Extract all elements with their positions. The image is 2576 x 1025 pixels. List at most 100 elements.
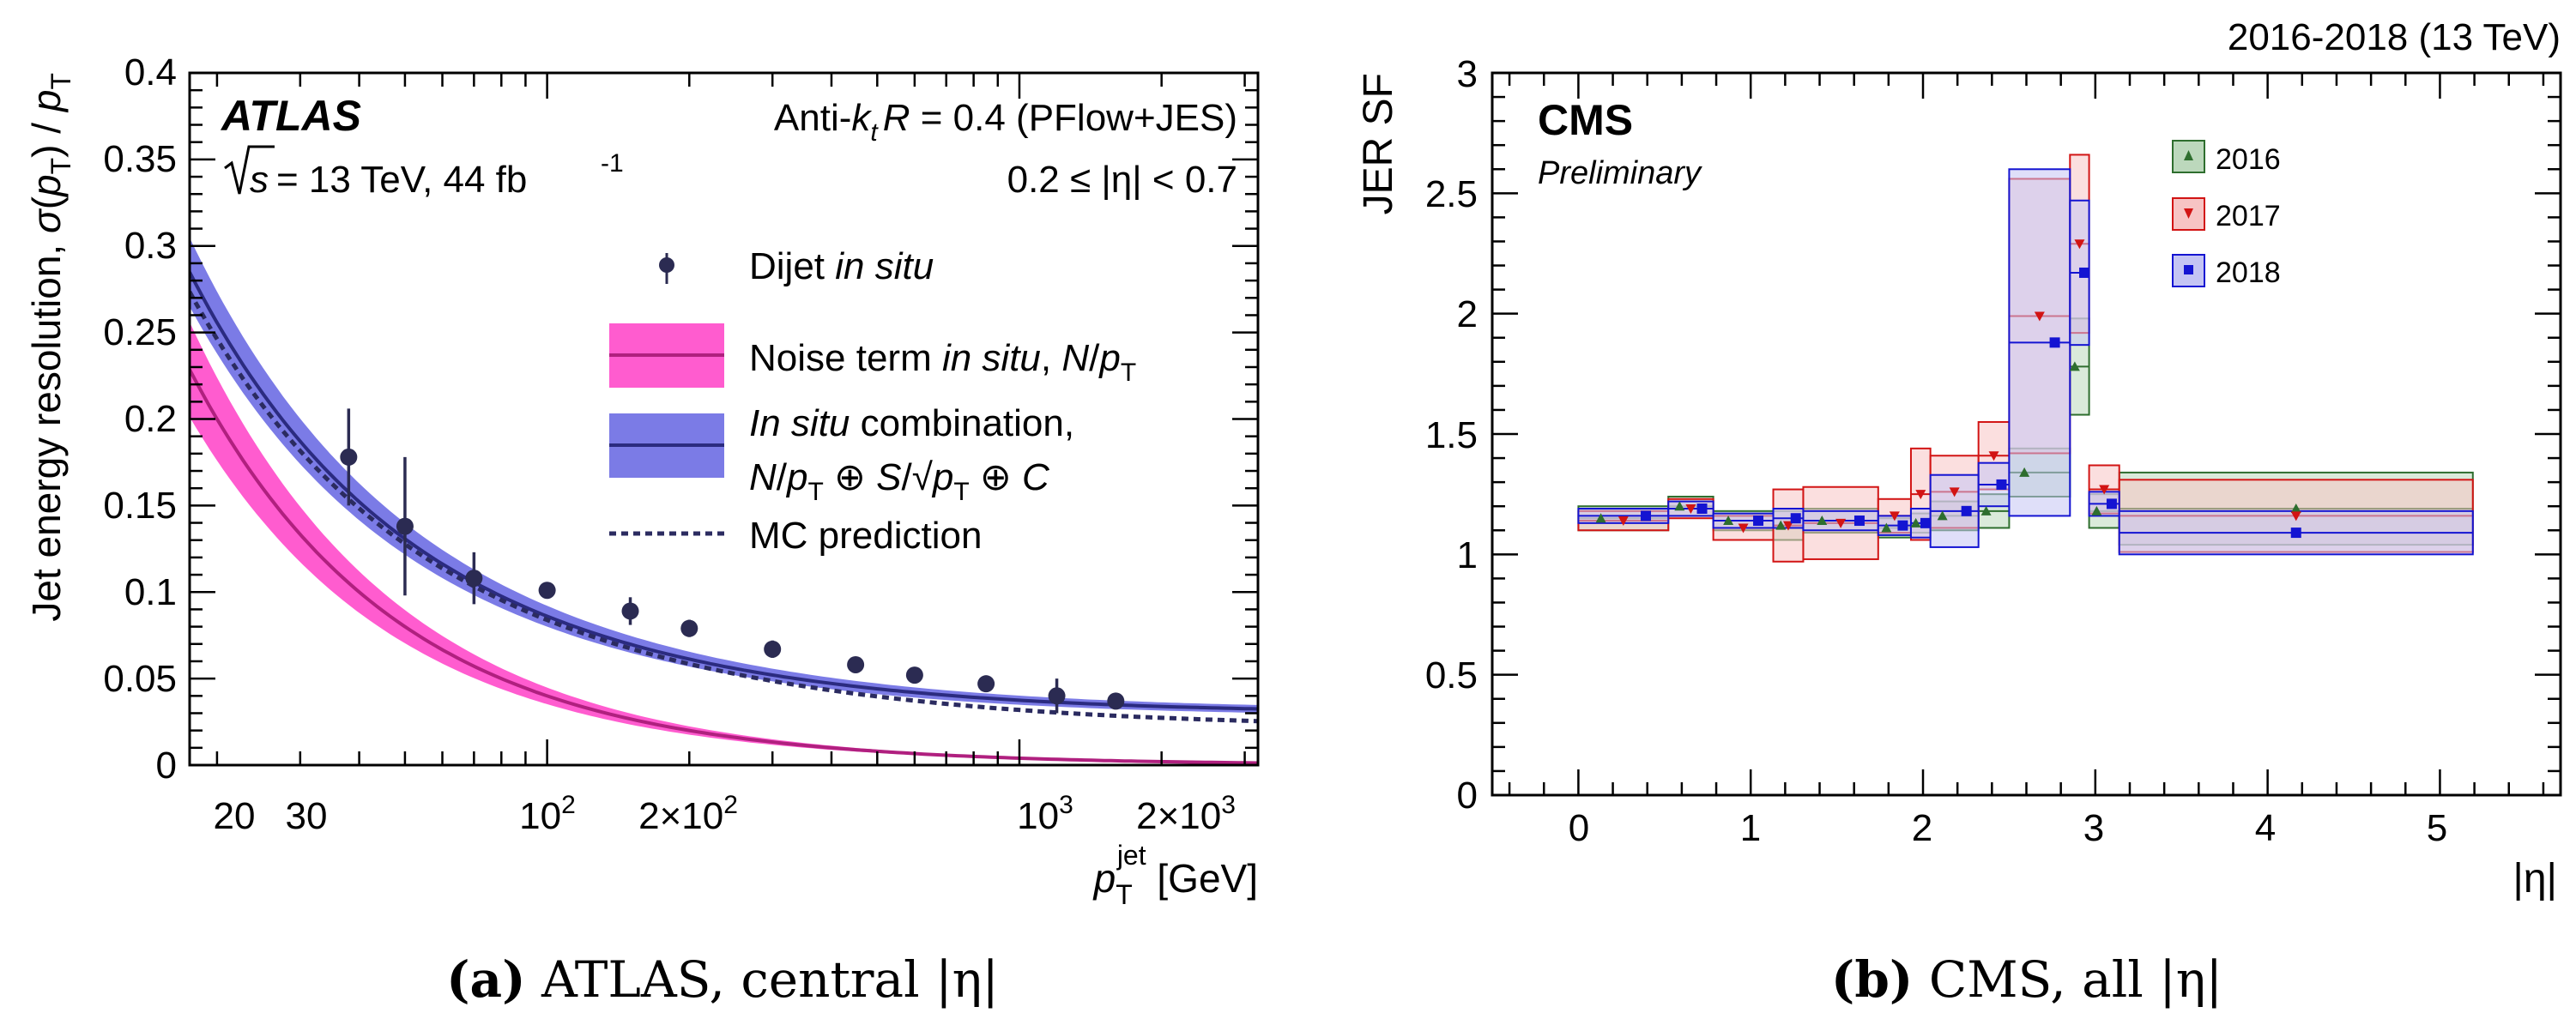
cms-xtick-0: 0 [1569,807,1589,849]
legend-mc-label: MC prediction [749,515,982,557]
cms-legend: 2016 2017 2018 [2172,140,2281,289]
noise-term-band [190,322,1258,763]
atlas-ytick-5: 0.25 [103,311,177,353]
jer-sf-2017-marker [1988,451,1999,461]
atlas-xtick-20: 20 [214,795,256,837]
legend-combination-label: In situ combination, [749,402,1074,444]
atlas-energy-sup: -1 [601,149,624,178]
jer-sf-2018-marker [1753,516,1764,527]
square-icon [2184,265,2193,274]
jer-sf-2016-marker [2290,503,2301,514]
jer-sf-2018-marker [1790,513,1801,524]
jer-sf-2018-marker [2106,498,2117,509]
caption-a: (a) ATLAS, central |η| [446,950,999,1009]
dijet-point [396,517,414,535]
atlas-panel: 0 0.05 0.1 0.15 0.2 0.25 0.3 0.35 0.4 20… [24,51,1260,910]
cms-ytick-5: 2.5 [1425,173,1478,215]
atlas-ytick-4: 0.2 [124,398,177,440]
legend-noise-label: Noise term in situ, N/pT [749,337,1136,387]
jer-sf-2016-marker [1980,505,1992,516]
atlas-x-tick-labels: 20 30 102 2×102 103 2×103 [214,791,1236,837]
legend-dijet-marker [659,253,674,284]
legend-2017-label: 2017 [2216,200,2281,232]
triangle-up-icon [2184,150,2193,160]
dijet-point [1107,692,1125,710]
jer-sf-2017-marker [1915,490,1926,500]
jer-sf-2016-marker [1910,517,1921,528]
jer-sf-2017-marker [1685,504,1696,515]
jer-sf-2017-marker [2034,311,2045,322]
cms-ytick-4: 2 [1457,293,1478,335]
jer-sf-2016-marker [2019,467,2030,477]
jer-sf-2018-marker [1996,479,2007,490]
atlas-eta-range-label: 0.2 ≤ |η| < 0.7 [1007,159,1237,201]
cms-ytick-3: 1.5 [1425,414,1478,456]
atlas-ytick-3: 0.15 [103,485,177,527]
jer-sf-2017-marker [1949,487,1960,497]
jer-sf-2018-marker [1961,505,1972,516]
cms-y-axis-title: JER SF [1356,73,1401,214]
atlas-xtick-1000: 103 [1017,791,1073,837]
svg-text:s: s [250,159,269,201]
triangle-down-icon [2184,208,2193,219]
cms-panel: 0 0.5 1 1.5 2 2.5 3 0 1 2 3 4 5 |η| JER … [1356,16,2562,901]
cms-xtick-5: 5 [2427,807,2447,849]
jer-sf-2018-marker [2079,267,2090,278]
jer-sf-2016-marker [2091,505,2102,516]
jer-sf-2017-marker [1618,516,1629,527]
atlas-y-tick-labels: 0 0.05 0.1 0.15 0.2 0.25 0.3 0.35 0.4 [103,51,177,787]
cms-xtick-2: 2 [1912,807,1932,849]
legend-2016-label: 2016 [2216,143,2281,176]
dijet-point [1048,687,1066,705]
jer-sf-2017-marker [2074,239,2085,250]
captions: (a) ATLAS, central |η| (b) CMS, all |η| [446,950,2222,1009]
dijet-point [847,655,865,673]
cms-ytick-0: 0 [1457,775,1478,817]
atlas-jet-algo-label: Anti-kt R = 0.4 (PFlow+JES) [774,97,1237,147]
jer-sf-2017-marker [1889,511,1900,522]
jer-sf-2016-marker [1775,520,1787,530]
atlas-ytick-0: 0 [156,745,177,787]
jer-sf-2017-marker [2099,485,2110,495]
cms-x-axis-title: |η| [2513,856,2557,901]
jer-sf-2018-marker [1920,517,1931,528]
jer-sf-2018-marker [1641,510,1652,522]
dijet-point [340,448,358,466]
atlas-xtick-30: 30 [286,795,328,837]
atlas-ytick-6: 0.3 [124,225,177,267]
dijet-point [680,619,698,637]
atlas-xtick-100: 102 [519,791,576,837]
jer-sf-2017-marker [1782,521,1793,531]
atlas-legend: Dijet in situ Noise term in situ, N/pT I… [609,245,1136,557]
atlas-energy-label: s = 13 TeV, 44 fb -1 [224,145,624,201]
jer-sf-2016-marker [2069,361,2080,371]
dijet-point [538,582,556,600]
jer-sf-2017-marker [1738,523,1749,534]
legend-combination-formula: N/pT ⊕ S/√pT ⊕ C [749,456,1050,506]
atlas-energy-text: = 13 TeV, 44 fb [276,159,527,201]
atlas-ytick-1: 0.05 [103,658,177,700]
cms-ytick-2: 1 [1457,534,1478,576]
cms-xtick-3: 3 [2083,807,2104,849]
legend-dijet-label: Dijet in situ [749,245,934,287]
atlas-x-axis-title: pTjet [GeV] [1092,840,1258,910]
combination-line [190,271,1258,711]
jer-sf-2017-marker [1835,518,1847,528]
caption-b: (b) CMS, all |η| [1831,950,2222,1009]
jer-sf-2018-marker [1696,503,1708,515]
atlas-experiment-label: ATLAS [220,92,361,140]
jer-sf-2017-marker [2290,511,2301,522]
atlas-y-axis-title: Jet energy resolution, σ(pT) / pT [24,73,76,622]
atlas-ytick-7: 0.35 [103,138,177,180]
jer-sf-2018-marker [2049,337,2060,348]
jer-sf-2016-marker [1937,510,1948,521]
dijet-point [621,602,639,620]
dijet-point [764,640,782,658]
atlas-xtick-2000: 2×103 [1136,791,1236,837]
cms-x-tick-labels: 0 1 2 3 4 5 [1569,807,2447,849]
cms-ytick-1: 0.5 [1425,654,1478,696]
cms-xtick-1: 1 [1740,807,1761,849]
jer-sf-2018-marker [1897,520,1908,531]
jer-sf-2016-marker [1817,516,1828,526]
